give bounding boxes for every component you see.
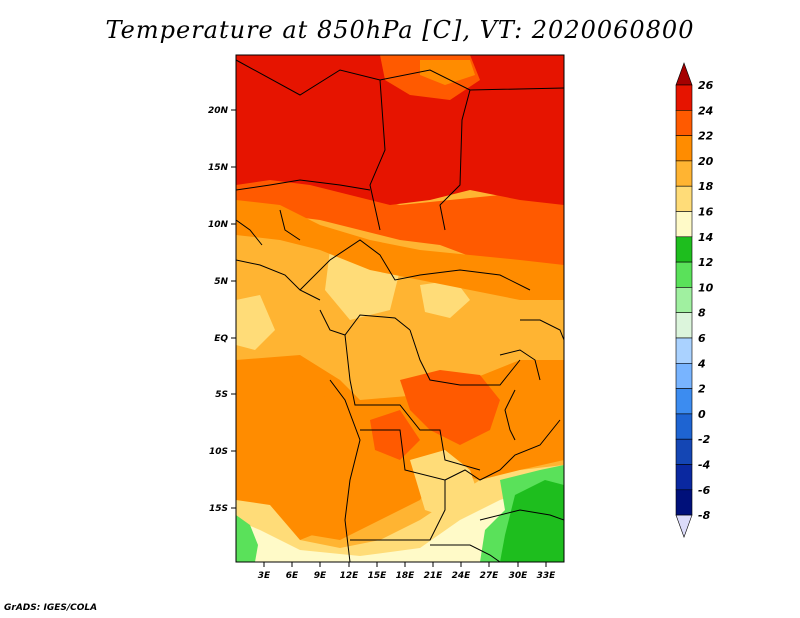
lat-label: 15N xyxy=(208,163,229,173)
chart-title: Temperature at 850hPa [C], VT: 202006080… xyxy=(105,16,695,44)
colorbar-label: 0 xyxy=(698,408,706,421)
colorbar-segment xyxy=(675,287,693,313)
colorbar-label: 24 xyxy=(698,104,713,117)
latitude-axis: 20N 15N 10N 5N EQ 5S 10S 15S xyxy=(208,106,236,514)
colorbar-label: -8 xyxy=(698,509,711,522)
colorbar-bottom-arrow xyxy=(675,514,693,538)
lon-label: 30E xyxy=(509,571,529,581)
colorbar-segment xyxy=(675,464,693,491)
colorbar-label: 22 xyxy=(698,130,714,143)
colorbar-segment xyxy=(675,337,693,364)
colorbar-segment xyxy=(675,362,693,389)
lon-label: 6E xyxy=(286,571,299,581)
lat-label: 5S xyxy=(215,390,228,400)
lat-label: 20N xyxy=(208,106,229,116)
colorbar-segment xyxy=(675,438,693,465)
lon-label: 18E xyxy=(396,571,416,581)
lat-label: EQ xyxy=(214,334,228,344)
colorbar-label: 14 xyxy=(698,231,713,244)
colorbar-label: -4 xyxy=(698,459,710,472)
lon-label: 27E xyxy=(480,571,500,581)
colorbar-label: 8 xyxy=(698,307,706,320)
lon-label: 24E xyxy=(452,571,472,581)
colorbar-label: 26 xyxy=(698,79,714,92)
colorbar-segment xyxy=(675,236,693,263)
colorbar-segment xyxy=(675,489,693,516)
colorbar-segment xyxy=(675,388,693,415)
colorbar-segment xyxy=(675,413,693,440)
colorbar-segment xyxy=(675,110,693,136)
colorbar-segment xyxy=(675,160,693,187)
temperature-field xyxy=(236,55,564,562)
colorbar-label: -2 xyxy=(698,433,711,446)
lon-label: 21E xyxy=(424,571,444,581)
lat-label: 15S xyxy=(209,504,228,514)
lon-label: 33E xyxy=(537,571,557,581)
colorbar-segment xyxy=(675,135,693,162)
colorbar-label: 2 xyxy=(698,383,706,396)
country-borders xyxy=(236,59,564,562)
colorbar-segment xyxy=(675,185,693,212)
lon-label: 3E xyxy=(258,571,271,581)
colorbar-label: 20 xyxy=(698,155,714,168)
credit-text: GrADS: IGES/COLA xyxy=(4,603,98,613)
lat-label: 10S xyxy=(209,447,228,457)
colorbar-segment xyxy=(675,84,693,111)
colorbar-top-arrow xyxy=(675,62,693,86)
lat-label: 5N xyxy=(214,277,228,287)
longitude-axis: 3E 6E 9E 12E 15E 18E 21E 24E 27E 30E 33E xyxy=(258,562,556,581)
lon-label: 12E xyxy=(340,571,360,581)
colorbar-label: 10 xyxy=(698,281,714,294)
colorbar-label: 18 xyxy=(698,180,714,193)
colorbar-segment xyxy=(675,211,693,238)
colorbar-label: 12 xyxy=(698,256,714,269)
colorbar-label: 16 xyxy=(698,206,714,219)
colorbar-label: 4 xyxy=(697,357,706,370)
colorbar-label: -6 xyxy=(698,484,711,497)
colorbar-segment xyxy=(675,261,693,288)
lon-label: 15E xyxy=(368,571,388,581)
map-frame xyxy=(235,54,565,563)
lon-label: 9E xyxy=(314,571,327,581)
colorbar-segment xyxy=(675,312,693,339)
colorbar-label: 6 xyxy=(698,332,706,345)
lat-label: 10N xyxy=(208,220,229,230)
